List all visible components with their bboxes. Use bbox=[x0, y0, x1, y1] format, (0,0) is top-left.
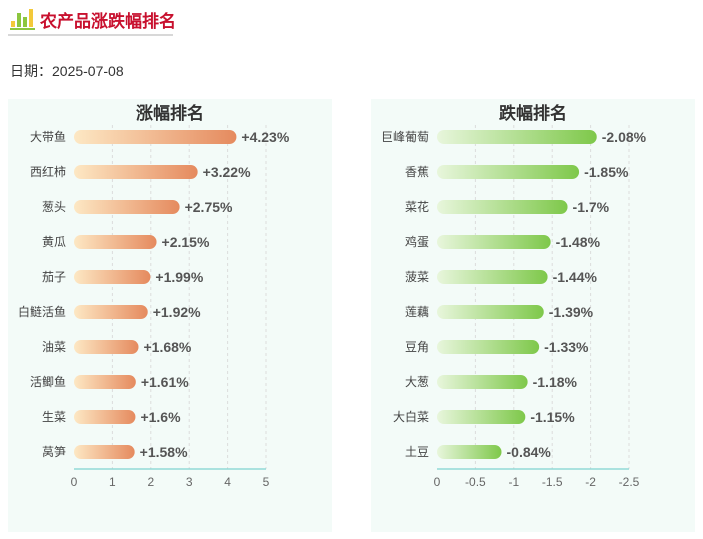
rise-x-tick-label: 4 bbox=[224, 475, 231, 489]
rise-bar bbox=[74, 410, 136, 424]
rise-category-label: 油菜 bbox=[42, 340, 66, 354]
fall-bar bbox=[437, 375, 528, 389]
date-value: 2025-07-08 bbox=[52, 63, 124, 79]
rise-bar bbox=[74, 235, 157, 249]
fall-x-tick-label: -1 bbox=[508, 475, 519, 489]
rise-x-tick-label: 0 bbox=[71, 475, 78, 489]
rise-bar bbox=[74, 130, 237, 144]
date-label: 日期： bbox=[10, 63, 52, 79]
rise-category-label: 黄瓜 bbox=[42, 235, 66, 249]
rise-value-label: +1.58% bbox=[140, 444, 188, 460]
fall-value-label: -0.84% bbox=[507, 444, 552, 460]
rise-bar bbox=[74, 445, 135, 459]
rise-value-label: +2.75% bbox=[185, 199, 233, 215]
fall-x-tick-label: -1.5 bbox=[542, 475, 563, 489]
rise-value-label: +3.22% bbox=[203, 164, 251, 180]
fall-bar bbox=[437, 270, 548, 284]
fall-bar bbox=[437, 340, 540, 354]
fall-category-label: 大白菜 bbox=[393, 409, 429, 424]
rise-value-label: +1.6% bbox=[140, 409, 181, 425]
rise-bar bbox=[74, 270, 151, 284]
fall-bar bbox=[437, 445, 502, 459]
fall-value-label: -1.85% bbox=[584, 164, 629, 180]
rise-value-label: +1.61% bbox=[141, 374, 189, 390]
rise-x-tick-label: 3 bbox=[186, 475, 193, 489]
rise-x-tick-label: 5 bbox=[263, 475, 270, 489]
fall-value-label: -1.18% bbox=[533, 374, 578, 390]
fall-bar bbox=[437, 410, 526, 424]
page-title: 农产品涨跌幅排名 bbox=[40, 12, 176, 31]
rise-category-label: 葱头 bbox=[42, 200, 66, 214]
rise-chart-title: 涨幅排名 bbox=[136, 103, 204, 123]
fall-ranking-panel: 跌幅排名 0 -0.5 -1 -1.5 -2 -2.5 巨峰葡萄 -2.08% 香蕉 -1.85% 菜… bbox=[371, 99, 695, 532]
rise-x-tick-label: 2 bbox=[147, 475, 154, 489]
rise-bar bbox=[74, 165, 198, 179]
fall-value-label: -2.08% bbox=[602, 129, 647, 145]
fall-bar bbox=[437, 305, 544, 319]
fall-category-label: 菜花 bbox=[405, 199, 429, 214]
fall-x-tick-label: -2 bbox=[585, 475, 596, 489]
fall-chart-title: 跌幅排名 bbox=[499, 103, 567, 123]
fall-category-label: 鸡蛋 bbox=[405, 234, 429, 249]
rise-bar bbox=[74, 340, 139, 354]
fall-ranking-chart: 跌幅排名 0 -0.5 -1 -1.5 -2 -2.5 巨峰葡萄 -2.08% 香蕉 -1.85% 菜… bbox=[381, 103, 647, 489]
rise-ranking-chart: 涨幅排名 0 1 2 3 4 5 大带鱼 +4.23% 西红柿 +3.22% 葱头 +2.75% 黄瓜 +2… bbox=[18, 103, 290, 489]
fall-value-label: -1.39% bbox=[549, 304, 594, 320]
rise-value-label: +1.99% bbox=[155, 269, 203, 285]
rise-category-label: 茄子 bbox=[42, 270, 66, 284]
rise-value-label: +4.23% bbox=[241, 129, 289, 145]
rise-category-label: 生菜 bbox=[42, 410, 66, 424]
rise-category-label: 大带鱼 bbox=[30, 130, 66, 144]
rise-value-label: +1.92% bbox=[153, 304, 201, 320]
rise-ranking-panel: 涨幅排名 0 1 2 3 4 5 大带鱼 +4.23% 西红柿 +3.22% 葱头 +2.75% 黄瓜 +2… bbox=[8, 99, 332, 532]
rise-category-label: 活鲫鱼 bbox=[30, 375, 66, 389]
fall-value-label: -1.7% bbox=[573, 199, 610, 215]
fall-bar bbox=[437, 165, 580, 179]
rise-bar bbox=[74, 200, 180, 214]
rise-value-label: +1.68% bbox=[144, 339, 192, 355]
fall-bar bbox=[437, 130, 597, 144]
rise-category-label: 西红柿 bbox=[30, 164, 66, 179]
fall-category-label: 巨峰葡萄 bbox=[381, 130, 429, 144]
fall-category-label: 菠菜 bbox=[405, 270, 429, 284]
rise-bar bbox=[74, 305, 148, 319]
fall-value-label: -1.44% bbox=[553, 269, 598, 285]
fall-x-tick-label: 0 bbox=[434, 475, 441, 489]
bar-chart-icon bbox=[10, 9, 35, 30]
rise-x-tick-label: 1 bbox=[109, 475, 116, 489]
fall-value-label: -1.15% bbox=[530, 409, 575, 425]
fall-x-tick-label: -0.5 bbox=[465, 475, 486, 489]
rise-bar bbox=[74, 375, 136, 389]
fall-bar bbox=[437, 200, 568, 214]
date-row: 日期：2025-07-08 bbox=[10, 61, 124, 81]
fall-category-label: 大葱 bbox=[405, 375, 429, 389]
fall-category-label: 豆角 bbox=[405, 340, 429, 354]
fall-category-label: 香蕉 bbox=[405, 165, 429, 179]
fall-value-label: -1.33% bbox=[544, 339, 589, 355]
page-header: 农产品涨跌幅排名 bbox=[8, 4, 176, 36]
fall-x-tick-label: -2.5 bbox=[619, 475, 640, 489]
fall-category-label: 土豆 bbox=[405, 445, 429, 459]
fall-bar bbox=[437, 235, 551, 249]
rise-value-label: +2.15% bbox=[162, 234, 210, 250]
fall-value-label: -1.48% bbox=[556, 234, 601, 250]
rise-category-label: 白鲢活鱼 bbox=[18, 304, 66, 319]
rise-category-label: 莴笋 bbox=[42, 444, 66, 459]
fall-category-label: 莲藕 bbox=[405, 305, 429, 319]
